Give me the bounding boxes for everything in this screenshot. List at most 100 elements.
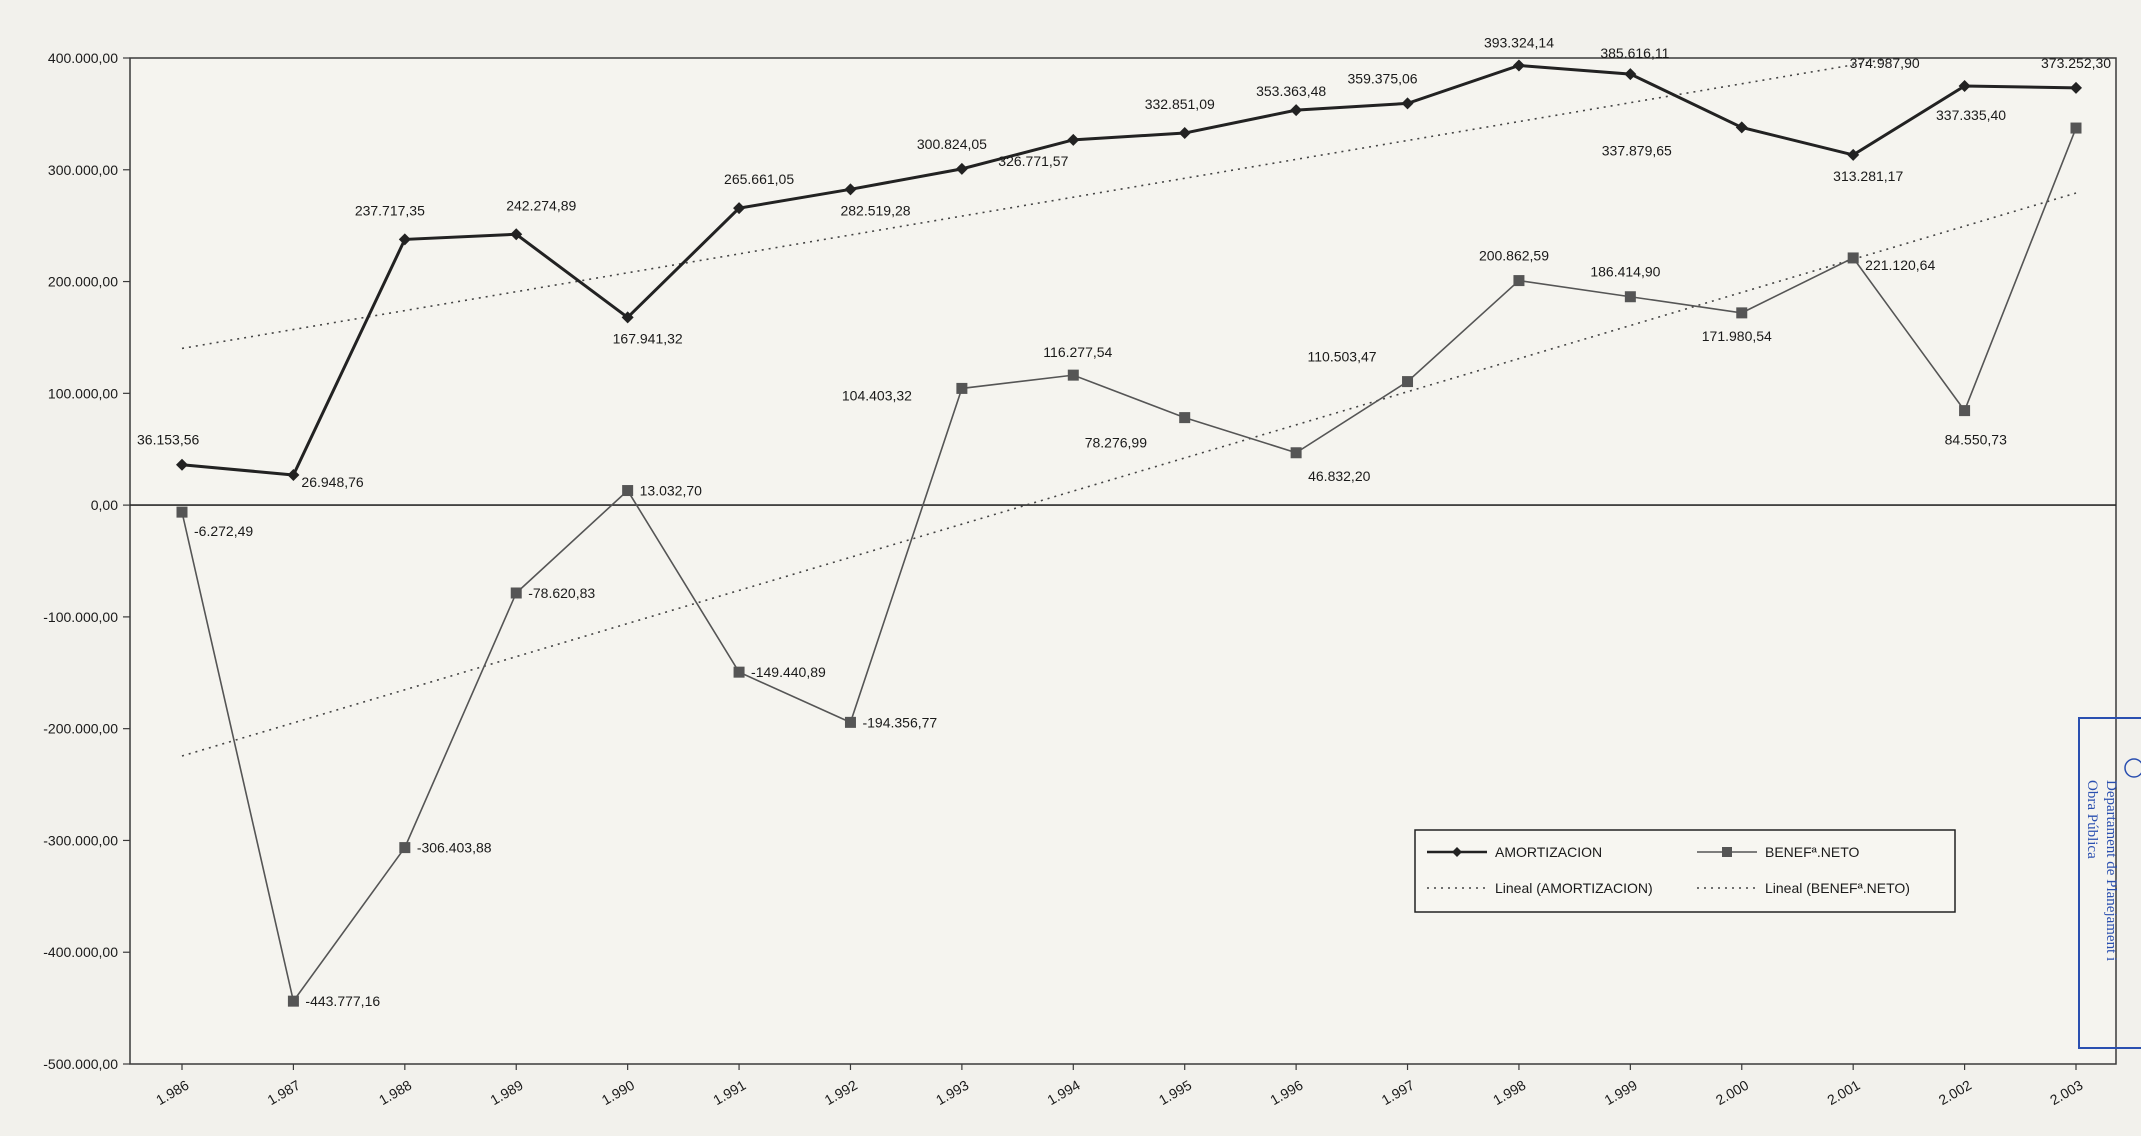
- legend-marker-benef-neto: [1722, 847, 1732, 857]
- y-tick-label: 400.000,00: [48, 50, 118, 66]
- benef-neto-point: [844, 716, 856, 728]
- amortizacion-point: [1178, 127, 1191, 140]
- amortizacion-point: [1624, 68, 1637, 81]
- benef-neto-point: [956, 382, 968, 394]
- stamp-line-1: Departament de Planejament i: [2103, 780, 2119, 961]
- benef-neto-point: [1402, 376, 1414, 388]
- benef-neto-data-label: -443.777,16: [305, 993, 380, 1009]
- amortizacion-data-label: 282.519,28: [840, 202, 910, 218]
- benef-neto-data-label: 337.335,40: [1936, 107, 2006, 123]
- amortizacion-point: [510, 228, 523, 241]
- amortizacion-point: [398, 233, 411, 246]
- benef-neto-point: [1959, 405, 1971, 417]
- benef-neto-point: [1067, 369, 1079, 381]
- amortizacion-point: [1290, 104, 1303, 117]
- amortizacion-data-label: 359.375,06: [1348, 70, 1418, 86]
- stamp-emblem-icon: [2124, 758, 2141, 778]
- benef-neto-point: [1179, 412, 1191, 424]
- benef-neto-point: [733, 666, 745, 678]
- amortizacion-data-label: 300.824,05: [917, 136, 987, 152]
- benef-neto-data-label: 46.832,20: [1308, 468, 1370, 484]
- trendline-1: [181, 192, 2077, 757]
- series-line-0: [181, 63, 2077, 477]
- amortizacion-data-label: 337.879,65: [1602, 142, 1672, 158]
- legend-marker-amortizacion: [1452, 847, 1462, 857]
- amortizacion-data-label: 265.661,05: [724, 171, 794, 187]
- amortizacion-point: [621, 311, 634, 324]
- stamp-border: [2078, 717, 2141, 1049]
- amortizacion-point: [733, 202, 746, 215]
- benef-neto-point: [1847, 252, 1859, 264]
- benef-neto-data-label: 84.550,73: [1945, 432, 2007, 448]
- benef-neto-point: [1513, 275, 1525, 287]
- amortizacion-point: [1735, 121, 1748, 134]
- benef-neto-point: [1736, 307, 1748, 319]
- amortizacion-point: [287, 468, 300, 481]
- benef-neto-data-label: 171.980,54: [1702, 328, 1772, 344]
- benef-neto-data-label: -194.356,77: [862, 714, 937, 730]
- legend: AMORTIZACION BENEFª.NETO Lineal (AMORTIZAC…: [1414, 829, 1956, 913]
- amortizacion-data-label: 326.771,57: [998, 153, 1068, 169]
- stamp-line-2: Obra Pública: [2084, 780, 2100, 859]
- plot-frame: [129, 57, 2117, 1065]
- benef-neto-data-label: 110.503,47: [1308, 349, 1377, 365]
- y-tick-label: -500.000,00: [43, 1056, 118, 1072]
- amortizacion-data-label: 374.987,90: [1850, 55, 1920, 71]
- benef-neto-point: [399, 842, 411, 854]
- legend-box: [1414, 829, 1956, 913]
- benef-neto-point: [2070, 122, 2082, 134]
- benef-neto-data-label: -149.440,89: [751, 664, 826, 680]
- amortizacion-data-label: 353.363,48: [1256, 83, 1326, 99]
- benef-neto-data-label: -78.620,83: [528, 585, 595, 601]
- benef-neto-data-label: 78.276,99: [1085, 435, 1147, 451]
- benef-neto-point: [1290, 447, 1302, 459]
- benef-neto-data-label: 104.403,32: [842, 387, 912, 403]
- amortizacion-data-label: 36.153,56: [137, 432, 199, 448]
- y-tick-label: -300.000,00: [43, 832, 118, 848]
- amortizacion-data-label: 332.851,09: [1145, 96, 1215, 112]
- benef-neto-data-label: 186.414,90: [1590, 264, 1660, 280]
- benef-neto-point: [622, 485, 634, 497]
- benef-neto-data-label: 200.862,59: [1479, 248, 1549, 264]
- amortizacion-data-label: 393.324,14: [1484, 34, 1554, 50]
- y-tick-label: 0,00: [91, 497, 118, 513]
- legend-label-trend-amortizacion: Lineal (AMORTIZACION): [1495, 880, 1653, 896]
- benef-neto-data-label: 116.277,54: [1043, 344, 1112, 360]
- benef-neto-point: [1624, 291, 1636, 303]
- amortizacion-point: [844, 183, 857, 196]
- benef-neto-point: [287, 995, 299, 1007]
- amortizacion-data-label: 313.281,17: [1833, 168, 1903, 184]
- plot-area: 400.000,00 300.000,00 200.000,00 100.000,00…: [43, 34, 2117, 1108]
- amortizacion-data-label: 385.616,11: [1600, 45, 1669, 61]
- y-tick-label: 100.000,00: [48, 385, 118, 401]
- y-tick-label: 300.000,00: [48, 162, 118, 178]
- legend-label-benef-neto: BENEFª.NETO: [1765, 844, 1859, 860]
- y-tick-label: 200.000,00: [48, 274, 118, 290]
- series-line-1: [181, 127, 2077, 1004]
- amortizacion-data-label: 373.252,30: [2041, 55, 2111, 71]
- legend-label-amortizacion: AMORTIZACION: [1495, 844, 1602, 860]
- benef-neto-data-label: 13.032,70: [640, 483, 702, 499]
- amortizacion-point: [1067, 133, 1080, 146]
- benef-neto-data-label: -306.403,88: [417, 840, 492, 856]
- amortizacion-point: [1401, 97, 1414, 110]
- legend-label-trend-benef-neto: Lineal (BENEFª.NETO): [1765, 880, 1910, 896]
- amortizacion-point: [1512, 59, 1525, 72]
- amortizacion-point: [955, 162, 968, 175]
- benef-neto-point: [176, 506, 188, 518]
- amortizacion-point: [2070, 81, 2082, 94]
- amortizacion-data-label: 237.717,35: [355, 202, 425, 218]
- amortizacion-data-label: 26.948,76: [301, 474, 363, 490]
- y-tick-label: -200.000,00: [43, 721, 118, 737]
- benef-neto-data-label: -6.272,49: [194, 523, 253, 539]
- amortizacion-point: [1958, 79, 1971, 92]
- amortizacion-data-label: 167.941,32: [613, 330, 683, 346]
- trendline-0: [181, 57, 1894, 350]
- amortizacion-point: [176, 458, 188, 471]
- y-tick-label: -100.000,00: [43, 609, 118, 625]
- y-tick-label: -400.000,00: [43, 944, 118, 960]
- amortizacion-point: [1847, 148, 1860, 161]
